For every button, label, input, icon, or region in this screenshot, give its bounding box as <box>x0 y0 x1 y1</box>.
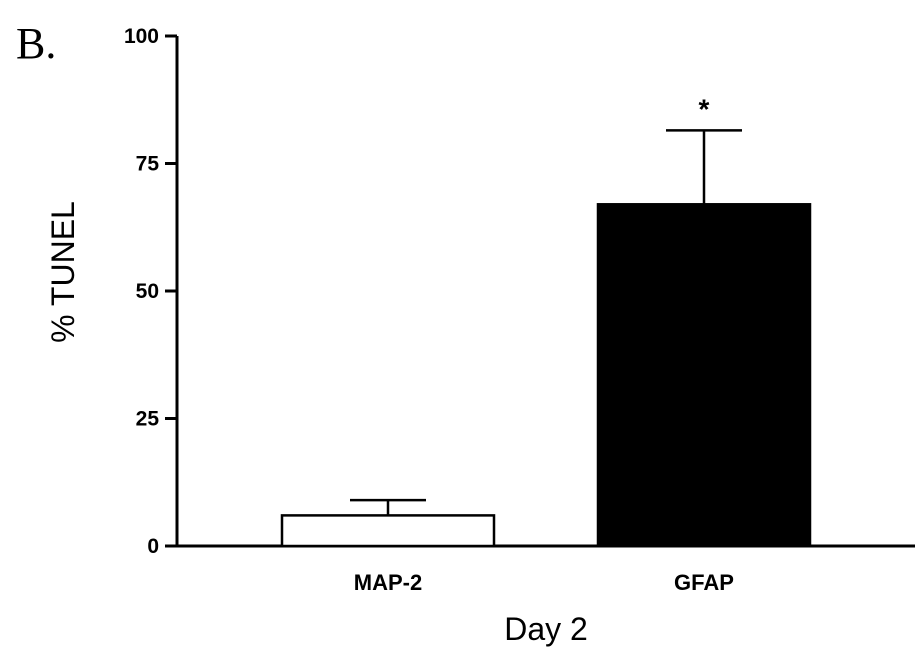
panel-label: B. <box>16 19 57 68</box>
bar-map-2 <box>280 514 496 548</box>
bars <box>280 203 812 548</box>
y-tick-label: 50 <box>136 280 159 303</box>
error-bars <box>350 129 742 516</box>
bar-gfap <box>596 203 812 548</box>
y-axis-title: % TUNEL <box>45 201 81 343</box>
y-tick-label: 0 <box>147 535 159 558</box>
x-axis-title: Day 2 <box>504 611 588 647</box>
labels: 0 25 50 75 100 MAP-2 GFAP * Day 2 % TUNEL <box>45 25 734 647</box>
y-tick-label: 75 <box>136 153 160 176</box>
x-tick-label: MAP-2 <box>354 570 422 595</box>
y-tick-label: 100 <box>124 25 159 48</box>
significance-marker: * <box>699 93 710 124</box>
x-tick-label: GFAP <box>674 570 734 595</box>
y-tick-label: 25 <box>136 408 160 431</box>
